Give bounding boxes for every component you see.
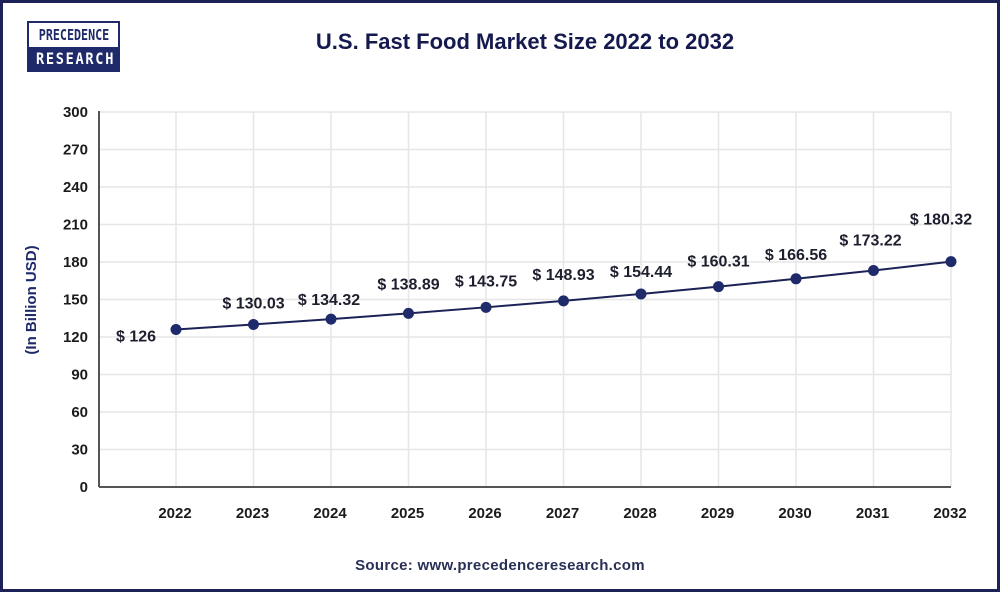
data-point-2029 bbox=[713, 281, 724, 293]
data-labels: $ 126 $ 130.03 $ 134.32 $ 138.89 $ 143.75 $ 1… bbox=[116, 212, 972, 346]
data-label-2029: $ 160.31 bbox=[687, 254, 749, 271]
x-tick-label-2026: 2026 bbox=[468, 505, 501, 522]
x-tick-label-2024: 2024 bbox=[313, 505, 347, 522]
x-tick-label-2030: 2030 bbox=[778, 505, 811, 522]
y-tick-label-120: 120 bbox=[63, 329, 88, 346]
y-tick-label-240: 240 bbox=[63, 179, 88, 196]
y-axis-label: (In Billion USD) bbox=[23, 245, 40, 354]
y-tick-label-180: 180 bbox=[63, 254, 88, 271]
y-tick-label-300: 300 bbox=[63, 104, 88, 121]
y-tick-label-90: 90 bbox=[71, 367, 88, 384]
data-point-2022 bbox=[170, 324, 182, 335]
x-tick-label-2031: 2031 bbox=[856, 505, 889, 522]
data-point-2023 bbox=[248, 318, 259, 330]
logo-top-text: PRECEDENCE bbox=[38, 26, 110, 44]
chart-title: U.S. Fast Food Market Size 2022 to 2032 bbox=[315, 29, 735, 54]
data-label-2031: $ 173.22 bbox=[839, 232, 901, 249]
data-label-2023: $ 130.03 bbox=[222, 295, 284, 312]
logo-bottom-band: RESEARCH bbox=[29, 47, 118, 70]
data-label-2025: $ 138.89 bbox=[377, 276, 439, 293]
data-point-2030 bbox=[790, 273, 802, 285]
data-point-2027 bbox=[558, 295, 569, 307]
x-tick-label-2027: 2027 bbox=[546, 505, 579, 522]
y-tick-label-270: 270 bbox=[63, 142, 88, 159]
data-label-2028: $ 154.44 bbox=[610, 264, 672, 281]
data-label-2022: $ 126 bbox=[116, 329, 156, 346]
precedence-research-logo: PRECEDENCE RESEARCH bbox=[27, 21, 120, 72]
y-tick-label-0: 0 bbox=[80, 479, 88, 496]
y-tick-labels: 0 30 60 90 120 150 180 210 240 270 300 bbox=[63, 104, 88, 496]
y-tick-label-30: 30 bbox=[71, 442, 88, 459]
y-tick-label-150: 150 bbox=[63, 292, 88, 309]
data-point-2032 bbox=[945, 256, 957, 268]
data-label-2032: $ 180.32 bbox=[910, 212, 972, 229]
data-label-2030: $ 166.56 bbox=[765, 247, 827, 264]
y-tick-label-60: 60 bbox=[71, 404, 88, 421]
x-tick-label-2023: 2023 bbox=[236, 505, 269, 522]
gridlines bbox=[99, 111, 952, 487]
x-tick-label-2032: 2032 bbox=[933, 505, 966, 522]
data-point-2024 bbox=[325, 313, 337, 325]
data-point-2025 bbox=[403, 307, 414, 319]
x-tick-labels: 2022 2023 2024 2025 2026 2027 2028 2029 2030 2031… bbox=[158, 505, 966, 522]
x-tick-label-2028: 2028 bbox=[623, 505, 656, 522]
x-tick-label-2022: 2022 bbox=[158, 505, 191, 522]
logo-bottom-text: RESEARCH bbox=[35, 49, 116, 68]
axes bbox=[98, 111, 951, 488]
x-tick-label-2025: 2025 bbox=[391, 505, 424, 522]
data-label-2024: $ 134.32 bbox=[298, 292, 360, 309]
series-line-group bbox=[170, 256, 957, 335]
data-point-2031 bbox=[868, 264, 879, 276]
data-label-2026: $ 143.75 bbox=[455, 273, 517, 290]
data-point-2026 bbox=[480, 301, 492, 313]
y-tick-label-210: 210 bbox=[63, 217, 88, 234]
source-note: Source: www.precedenceresearch.com bbox=[355, 557, 645, 574]
data-label-2027: $ 148.93 bbox=[532, 267, 594, 284]
x-tick-label-2029: 2029 bbox=[701, 505, 734, 522]
data-point-2028 bbox=[635, 288, 647, 300]
